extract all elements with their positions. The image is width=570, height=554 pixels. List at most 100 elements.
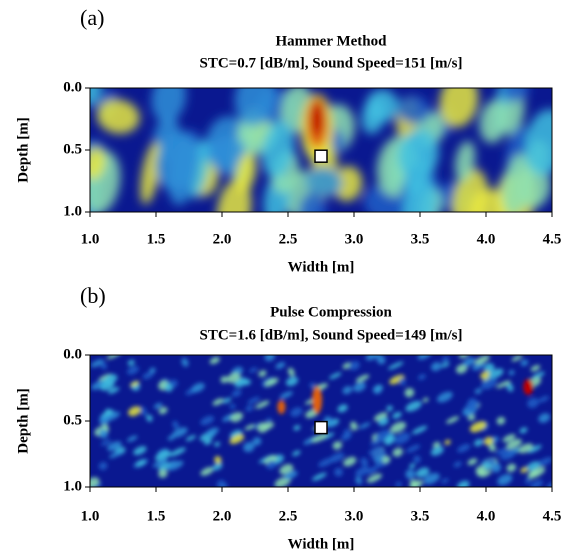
heatmap-blob bbox=[440, 362, 450, 368]
heatmap-blob bbox=[526, 461, 540, 471]
heatmap-blob bbox=[527, 444, 542, 453]
heatmap-blob bbox=[473, 439, 484, 447]
heatmap-blob bbox=[200, 415, 215, 426]
heatmap-blob bbox=[128, 406, 142, 417]
heatmap-blob bbox=[252, 437, 262, 446]
heatmap-blob bbox=[480, 371, 491, 380]
heatmap-texture bbox=[90, 88, 552, 212]
heatmap bbox=[90, 88, 552, 212]
heatmap-blob bbox=[536, 457, 552, 467]
heatmap-blob bbox=[454, 140, 476, 182]
heatmap-blob bbox=[100, 362, 108, 370]
heatmap-blob bbox=[453, 461, 462, 468]
heatmap-blob bbox=[146, 414, 153, 422]
heatmap-blob bbox=[127, 359, 135, 366]
heatmap-blob bbox=[386, 405, 393, 412]
heatmap-blob bbox=[413, 455, 421, 464]
heatmap-blob bbox=[90, 477, 100, 487]
heatmap-blob bbox=[152, 459, 168, 468]
heatmap-blob bbox=[209, 356, 220, 365]
heatmap-blob bbox=[109, 450, 123, 459]
heatmap-blob bbox=[155, 130, 198, 192]
x-tick-label: 3.0 bbox=[345, 508, 364, 524]
heatmap-blob bbox=[222, 397, 232, 404]
heatmap-blob bbox=[153, 402, 163, 409]
panel-label: (a) bbox=[80, 5, 104, 30]
heatmap-blob bbox=[275, 362, 286, 369]
heatmap-blob bbox=[292, 450, 301, 457]
heatmap-blob bbox=[264, 355, 276, 362]
heatmap-blob bbox=[451, 168, 489, 212]
heatmap-blob bbox=[98, 428, 109, 439]
heatmap-blob bbox=[279, 391, 294, 399]
heatmap-blob bbox=[305, 167, 343, 197]
heatmap-blob bbox=[355, 374, 370, 383]
heatmap-blob bbox=[100, 380, 115, 391]
heatmap-blob bbox=[411, 425, 428, 435]
heatmap-blob bbox=[483, 436, 494, 446]
heatmap-blob bbox=[527, 397, 539, 409]
y-axis-label: Depth [m] bbox=[15, 388, 31, 453]
heatmap-blob bbox=[506, 382, 514, 392]
x-tick-label: 4.5 bbox=[543, 508, 562, 524]
heatmap-blob bbox=[373, 385, 382, 394]
heatmap-blob bbox=[142, 371, 154, 380]
heatmap-blob bbox=[284, 470, 298, 480]
heatmap-blob bbox=[519, 427, 528, 434]
heatmap-blob bbox=[524, 478, 532, 484]
heatmap-blob bbox=[467, 414, 476, 421]
heatmap-blob bbox=[415, 467, 430, 478]
heatmap-blob bbox=[395, 481, 402, 487]
heatmap-blob bbox=[394, 432, 411, 445]
heatmap-blob bbox=[126, 435, 138, 442]
heatmap-blob bbox=[398, 129, 440, 180]
heatmap-blob bbox=[149, 367, 156, 374]
heatmap-blob bbox=[103, 411, 121, 422]
heatmap-blob bbox=[318, 457, 334, 468]
heatmap-blob bbox=[298, 191, 327, 212]
heatmap-blob bbox=[311, 472, 327, 481]
heatmap-blob bbox=[214, 456, 222, 465]
heatmap-blob bbox=[167, 434, 176, 441]
heatmap-blob bbox=[181, 357, 189, 367]
heatmap-blob bbox=[287, 367, 295, 377]
heatmap-blob bbox=[455, 364, 468, 374]
heatmap-blob bbox=[462, 357, 476, 367]
heatmap-blob bbox=[409, 479, 419, 487]
heatmap-blob bbox=[523, 379, 534, 395]
heatmap-blob bbox=[389, 374, 405, 385]
heatmap-blob bbox=[166, 460, 184, 471]
heatmap-blob bbox=[265, 417, 272, 423]
heatmap-blob bbox=[366, 466, 378, 475]
heatmap-blob bbox=[365, 355, 380, 361]
heatmap-blob bbox=[474, 355, 490, 365]
heatmap-blob bbox=[264, 377, 279, 387]
heatmap-blob bbox=[229, 434, 245, 445]
heatmap-blob bbox=[457, 480, 470, 487]
heatmap-blob bbox=[140, 142, 161, 205]
x-axis-label: Width [m] bbox=[288, 259, 355, 275]
heatmap-blob bbox=[230, 412, 243, 423]
heatmap-blob bbox=[538, 395, 550, 403]
x-tick-label: 2.0 bbox=[213, 508, 232, 524]
heatmap-blob bbox=[329, 372, 342, 380]
heatmap-blob bbox=[495, 448, 507, 455]
heatmap-blob bbox=[366, 473, 383, 483]
heatmap-blob bbox=[383, 436, 394, 446]
heatmap-blob bbox=[164, 383, 173, 392]
heatmap-blob bbox=[376, 355, 386, 365]
heatmap-blob bbox=[405, 469, 416, 480]
heatmap-blob bbox=[488, 443, 496, 452]
heatmap-blob bbox=[169, 460, 177, 466]
heatmap-blob bbox=[423, 472, 440, 485]
heatmap-blob bbox=[475, 465, 486, 474]
x-tick-label: 1.5 bbox=[147, 231, 166, 247]
x-tick-label: 1.0 bbox=[81, 231, 100, 247]
heatmap-blob bbox=[422, 397, 429, 403]
x-tick-label: 2.5 bbox=[279, 508, 298, 524]
heatmap-blob bbox=[200, 467, 214, 476]
heatmap bbox=[90, 355, 552, 487]
heatmap-blob bbox=[502, 434, 516, 443]
x-tick-label: 3.5 bbox=[411, 231, 430, 247]
